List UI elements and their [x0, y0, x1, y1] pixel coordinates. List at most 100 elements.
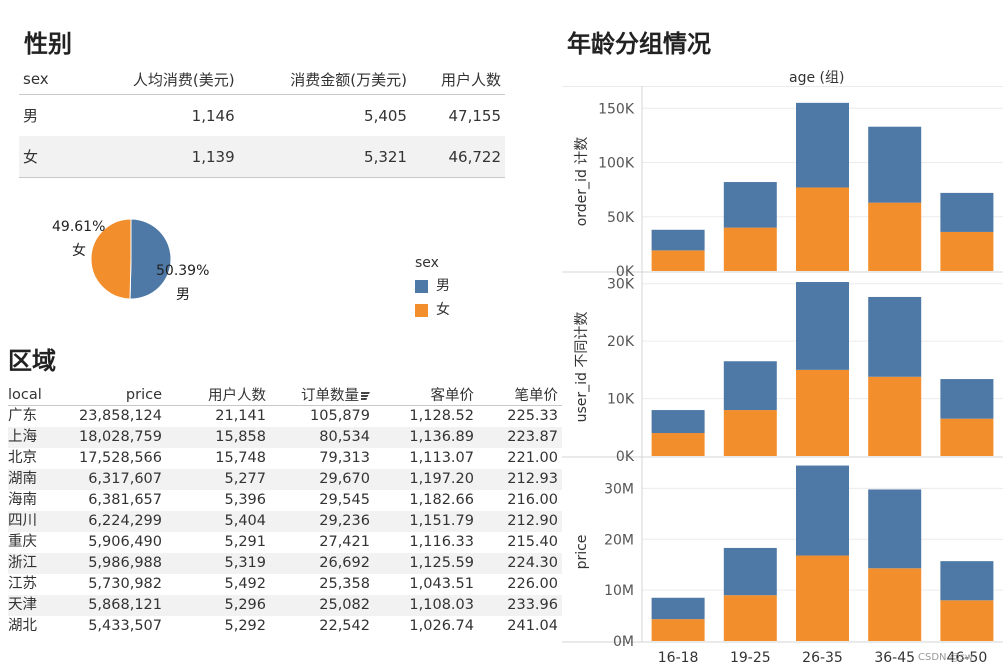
bar-segment-female[interactable] — [868, 376, 922, 456]
chart-panel: 0K 50K 100K 150K order_id 计数 — [562, 101, 1003, 280]
legend-item-female[interactable]: 女 — [415, 299, 450, 319]
age-group-bar-chart[interactable]: 0K 50K 100K 150K order_id 计数 0K 10K 20K 30K user_… — [562, 86, 1003, 672]
table-row[interactable]: 女 1,139 5,321 46,722 — [19, 136, 505, 178]
table-row[interactable]: 海南 6,381,657 5,396 29,545 1,182.66 216.00 — [8, 490, 562, 511]
table-row[interactable]: 北京 17,528,566 15,748 79,313 1,113.07 221.00 — [8, 448, 562, 469]
bar-segment-female[interactable] — [796, 555, 849, 641]
table-cell: 广东 — [8, 408, 37, 424]
bar-segment-female[interactable] — [868, 568, 922, 641]
bar-segment-female[interactable] — [723, 227, 777, 271]
y-axis-label: user_id 不同计数 — [574, 312, 590, 423]
bar-segment-female[interactable] — [651, 250, 705, 271]
table-cell: 1,128.52 — [409, 408, 474, 424]
bar-segment-male[interactable] — [796, 282, 849, 370]
column-header-label: 订单数量 — [301, 388, 359, 404]
bar-segment-female[interactable] — [868, 202, 922, 271]
legend-item-male[interactable]: 男 — [415, 275, 450, 295]
table-cell: 79,313 — [319, 450, 370, 466]
table-cell: 223.87 — [478, 427, 562, 448]
column-header[interactable]: local — [8, 384, 62, 406]
table-cell: 海南 — [8, 492, 37, 508]
table-cell: 6,381,657 — [88, 492, 162, 508]
table-cell: 221.00 — [507, 450, 558, 466]
table-cell: 18,028,759 — [62, 427, 166, 448]
table-cell: 浙江 — [8, 553, 62, 574]
y-axis-label: price — [574, 535, 590, 570]
table-row[interactable]: 重庆 5,906,490 5,291 27,421 1,116.33 215.40 — [8, 532, 562, 553]
table-row[interactable]: 男 1,146 5,405 47,155 — [19, 95, 505, 137]
table-cell: 29,670 — [270, 469, 374, 490]
bar-segment-female[interactable] — [796, 369, 849, 456]
column-header[interactable]: 笔单价 — [478, 384, 562, 406]
table-cell: 1,108.03 — [374, 595, 478, 616]
bar-segment-female[interactable] — [723, 410, 777, 456]
table-cell: 5,433,507 — [88, 618, 162, 634]
x-tick-label: 16-18 — [658, 650, 699, 666]
bar-segment-male[interactable] — [940, 379, 994, 419]
chart-panel: 0M 10M 20M 30M price — [562, 465, 1003, 650]
table-row[interactable]: 天津 5,868,121 5,296 25,082 1,108.03 233.96 — [8, 595, 562, 616]
y-axis-label: order_id 计数 — [574, 137, 590, 227]
legend-label: 女 — [436, 302, 450, 318]
bar-segment-male[interactable] — [723, 182, 777, 228]
region-table: local price 用户人数 订单数量 客单价 笔单价 广东 23,858,1… — [8, 384, 562, 637]
bar-segment-female[interactable] — [651, 619, 705, 641]
table-row[interactable]: 广东 23,858,124 21,141 105,879 1,128.52 225.33 — [8, 406, 562, 428]
bar-segment-male[interactable] — [868, 489, 922, 569]
bar-segment-male[interactable] — [723, 361, 777, 411]
column-header[interactable]: 客单价 — [374, 384, 478, 406]
pie-slice-female[interactable] — [90, 218, 132, 300]
sex-pie-chart[interactable] — [81, 209, 181, 309]
bar-segment-male[interactable] — [940, 192, 994, 232]
table-cell: 224.30 — [478, 553, 562, 574]
pie-slice-male[interactable] — [129, 218, 172, 300]
bar-segment-male[interactable] — [796, 465, 849, 556]
sex-legend: sex 男 女 — [415, 255, 450, 319]
table-row[interactable]: 湖北 5,433,507 5,292 22,542 1,026.74 241.04 — [8, 616, 562, 637]
bar-segment-female[interactable] — [940, 231, 994, 271]
table-cell: 男 — [23, 107, 39, 125]
bar-segment-female[interactable] — [723, 595, 777, 641]
bar-segment-female[interactable] — [940, 600, 994, 641]
table-cell: 25,358 — [319, 576, 370, 592]
column-header[interactable]: 人均消费(美元) — [87, 64, 239, 95]
bar-segment-male[interactable] — [940, 561, 994, 601]
table-cell: 23,858,124 — [78, 408, 162, 424]
bar-segment-female[interactable] — [796, 187, 849, 271]
pie-percent-label-female: 49.61% — [52, 219, 106, 235]
watermark: CSDN @sw — [918, 652, 974, 663]
bar-segment-male[interactable] — [868, 296, 922, 377]
table-header-row: sex 人均消费(美元) 消费金额(万美元) 用户人数 — [19, 64, 505, 95]
bar-segment-male[interactable] — [796, 102, 849, 188]
table-cell: 5,868,121 — [62, 595, 166, 616]
bar-segment-male[interactable] — [723, 547, 777, 596]
bar-segment-male[interactable] — [651, 229, 705, 251]
table-row[interactable]: 四川 6,224,299 5,404 29,236 1,151.79 212.90 — [8, 511, 562, 532]
column-header[interactable]: price — [62, 384, 166, 406]
bar-segment-female[interactable] — [651, 433, 705, 456]
table-cell: 15,858 — [166, 427, 270, 448]
legend-label: 男 — [436, 278, 450, 294]
column-header[interactable]: sex — [19, 64, 87, 95]
bar-segment-male[interactable] — [651, 597, 705, 620]
table-cell: 212.93 — [478, 469, 562, 490]
column-header[interactable]: 用户人数 — [166, 384, 270, 406]
table-cell: 5,405 — [364, 106, 407, 125]
age-column-header: age (组) — [789, 70, 845, 86]
bar-segment-male[interactable] — [868, 126, 922, 203]
column-header[interactable]: 用户人数 — [410, 64, 505, 95]
bar-segment-female[interactable] — [940, 418, 994, 456]
table-row[interactable]: 上海 18,028,759 15,858 80,534 1,136.89 223.87 — [8, 427, 562, 448]
table-row[interactable]: 江苏 5,730,982 5,492 25,358 1,043.51 226.00 — [8, 574, 562, 595]
table-cell: 1,136.89 — [374, 427, 478, 448]
sort-descending-icon[interactable] — [361, 392, 370, 400]
table-row[interactable]: 浙江 5,986,988 5,319 26,692 1,125.59 224.30 — [8, 553, 562, 574]
table-cell: 80,534 — [270, 427, 374, 448]
bar-segment-male[interactable] — [651, 410, 705, 434]
table-row[interactable]: 湖南 6,317,607 5,277 29,670 1,197.20 212.93 — [8, 469, 562, 490]
column-header[interactable]: 消费金额(万美元) — [238, 64, 411, 95]
column-header-sorted[interactable]: 订单数量 — [270, 384, 374, 406]
table-cell: 5,277 — [166, 469, 270, 490]
y-tick-label: 10K — [607, 392, 635, 408]
table-cell: 1,139 — [87, 136, 239, 178]
